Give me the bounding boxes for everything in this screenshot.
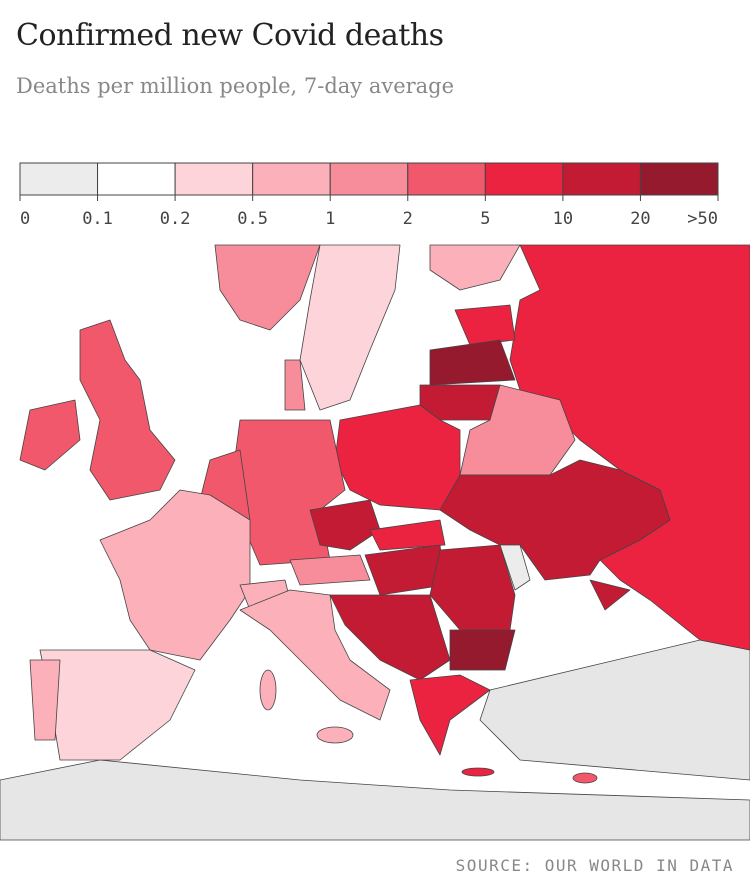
legend-tick-label: 1 — [325, 209, 335, 229]
title: Confirmed new Covid deaths — [16, 18, 444, 53]
land-grey — [479, 639, 750, 781]
legend-tick-label: 10 — [553, 209, 573, 229]
country — [429, 544, 516, 631]
country — [316, 726, 354, 744]
legend-swatch — [252, 162, 331, 196]
country — [99, 489, 251, 661]
country — [334, 404, 461, 511]
country — [449, 629, 516, 671]
legend-tick-label: 0.5 — [237, 209, 268, 229]
legend-tick-label: 5 — [480, 209, 490, 229]
country — [29, 659, 61, 741]
legend-tick-label: 0.2 — [160, 209, 191, 229]
country — [299, 244, 401, 411]
legend-swatch — [97, 162, 176, 196]
country — [454, 304, 516, 346]
legend-tick-label: >50 — [687, 209, 718, 229]
country — [284, 359, 306, 411]
country — [429, 339, 516, 386]
country — [289, 554, 371, 586]
legend-swatch — [174, 162, 254, 196]
legend-swatch — [484, 162, 564, 196]
legend: 0 0.1 0.2 0.5 1 2 5 10 20 >50 — [19, 162, 719, 229]
country — [19, 399, 81, 471]
legend-tick-label: 20 — [630, 209, 650, 229]
country — [589, 579, 631, 611]
legend-tick-label: 0.1 — [82, 209, 113, 229]
legend-tick-label: 0 — [20, 209, 30, 229]
country — [239, 589, 391, 721]
legend-swatch — [407, 162, 486, 196]
country — [572, 772, 598, 784]
country — [39, 649, 196, 761]
map-land — [0, 244, 750, 841]
country — [499, 544, 531, 591]
country — [429, 244, 521, 291]
country — [259, 669, 277, 711]
country — [79, 319, 176, 501]
country — [309, 499, 381, 551]
country — [461, 767, 495, 777]
legend-tick-label: 2 — [403, 209, 413, 229]
country — [419, 384, 501, 421]
country — [214, 244, 321, 331]
legend-swatch — [19, 162, 99, 196]
legend-swatch — [329, 162, 409, 196]
subtitle: Deaths per million people, 7-day average — [16, 74, 455, 98]
legend-swatch — [639, 162, 719, 196]
country — [369, 519, 446, 551]
land-grey — [0, 759, 750, 841]
source: SOURCE: OUR WORLD IN DATA — [455, 856, 734, 875]
country — [409, 674, 491, 756]
legend-swatch — [562, 162, 641, 196]
